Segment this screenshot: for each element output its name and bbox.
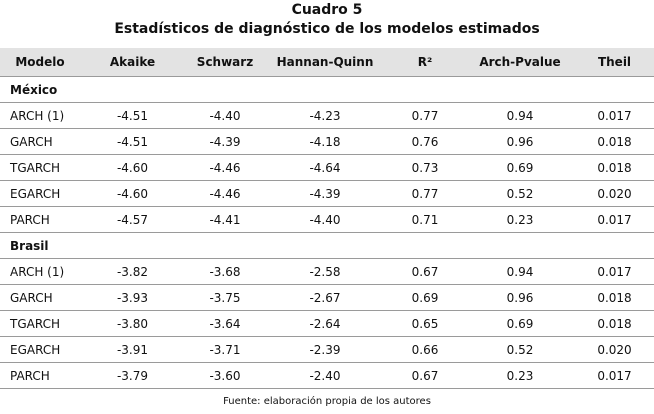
group-label: México	[0, 76, 654, 103]
cell: -4.40	[265, 206, 385, 233]
cell: -2.64	[265, 310, 385, 337]
cell: 0.017	[575, 258, 654, 285]
footnote: Fuente: elaboración propia de los autore…	[223, 396, 431, 407]
table-body: México ARCH (1) -4.51 -4.40 -4.23 0.77 0.94 0.0…	[0, 76, 654, 389]
cell: -4.41	[185, 206, 265, 233]
title: Cuadro 5	[291, 2, 363, 18]
cell: 0.69	[465, 310, 575, 337]
cell: -2.40	[265, 362, 385, 389]
column-header: Theil	[575, 48, 654, 77]
cell: -2.58	[265, 258, 385, 285]
cell: 0.66	[385, 336, 465, 363]
model-name: TGARCH	[0, 154, 80, 181]
column-header: R²	[385, 48, 465, 77]
cell: -4.39	[185, 128, 265, 155]
cell: 0.71	[385, 206, 465, 233]
cell: 0.67	[385, 362, 465, 389]
subtitle: Estadísticos de diagnóstico de los model…	[114, 21, 540, 37]
model-name: EGARCH	[0, 180, 80, 207]
cell: 0.52	[465, 180, 575, 207]
cell: -3.91	[80, 336, 185, 363]
column-header: Akaike	[80, 48, 185, 77]
data-row: TGARCH -3.80 -3.64 -2.64 0.65 0.69 0.018	[0, 310, 654, 337]
cell: -2.39	[265, 336, 385, 363]
model-name: ARCH (1)	[0, 102, 80, 129]
cell: -3.75	[185, 284, 265, 311]
model-name: ARCH (1)	[0, 258, 80, 285]
cell: -4.18	[265, 128, 385, 155]
data-row: ARCH (1) -3.82 -3.68 -2.58 0.67 0.94 0.017	[0, 258, 654, 285]
cell: 0.69	[465, 154, 575, 181]
data-row: GARCH -3.93 -3.75 -2.67 0.69 0.96 0.018	[0, 284, 654, 311]
header-row: Modelo Akaike Schwarz Hannan-Quinn R² Arch-Pv…	[0, 48, 654, 77]
cell: -4.51	[80, 128, 185, 155]
model-name: PARCH	[0, 362, 80, 389]
cell: 0.020	[575, 336, 654, 363]
cell: -4.40	[185, 102, 265, 129]
cell: -4.39	[265, 180, 385, 207]
cell: 0.23	[465, 206, 575, 233]
model-name: GARCH	[0, 284, 80, 311]
table: Modelo Akaike Schwarz Hannan-Quinn R² Arch-Pv…	[0, 48, 654, 389]
cell: 0.73	[385, 154, 465, 181]
data-row: TGARCH -4.60 -4.46 -4.64 0.73 0.69 0.018	[0, 154, 654, 181]
cell: 0.018	[575, 154, 654, 181]
column-header: Arch-Pvalue	[465, 48, 575, 77]
cell: 0.96	[465, 284, 575, 311]
cell: -3.64	[185, 310, 265, 337]
group-row: México	[0, 76, 654, 103]
cell: 0.52	[465, 336, 575, 363]
model-name: PARCH	[0, 206, 80, 233]
column-header: Schwarz	[185, 48, 265, 77]
cell: 0.017	[575, 362, 654, 389]
cell: -4.64	[265, 154, 385, 181]
cell: -4.23	[265, 102, 385, 129]
model-name: TGARCH	[0, 310, 80, 337]
cell: -3.68	[185, 258, 265, 285]
cell: 0.96	[465, 128, 575, 155]
cell: 0.017	[575, 206, 654, 233]
cell: 0.77	[385, 180, 465, 207]
data-row: EGARCH -3.91 -3.71 -2.39 0.66 0.52 0.020	[0, 336, 654, 363]
column-header: Hannan-Quinn	[265, 48, 385, 77]
data-row: GARCH -4.51 -4.39 -4.18 0.76 0.96 0.018	[0, 128, 654, 155]
cell: 0.018	[575, 128, 654, 155]
cell: -3.71	[185, 336, 265, 363]
cell: 0.23	[465, 362, 575, 389]
cell: -3.93	[80, 284, 185, 311]
cell: 0.94	[465, 102, 575, 129]
cell: 0.69	[385, 284, 465, 311]
model-name: GARCH	[0, 128, 80, 155]
cell: -2.67	[265, 284, 385, 311]
cell: -3.82	[80, 258, 185, 285]
cell: -3.80	[80, 310, 185, 337]
cell: -4.51	[80, 102, 185, 129]
data-row: ARCH (1) -4.51 -4.40 -4.23 0.77 0.94 0.017	[0, 102, 654, 129]
cell: -3.79	[80, 362, 185, 389]
data-row: EGARCH -4.60 -4.46 -4.39 0.77 0.52 0.020	[0, 180, 654, 207]
group-row: Brasil	[0, 232, 654, 259]
cell: 0.018	[575, 310, 654, 337]
cell: 0.67	[385, 258, 465, 285]
cell: 0.76	[385, 128, 465, 155]
cell: -4.60	[80, 180, 185, 207]
column-header: Modelo	[0, 48, 80, 77]
cell: -4.46	[185, 154, 265, 181]
cell: 0.017	[575, 102, 654, 129]
cell: -4.57	[80, 206, 185, 233]
cell: 0.020	[575, 180, 654, 207]
cell: -4.46	[185, 180, 265, 207]
data-row: PARCH -3.79 -3.60 -2.40 0.67 0.23 0.017	[0, 362, 654, 389]
cell: 0.65	[385, 310, 465, 337]
cell: -3.60	[185, 362, 265, 389]
model-name: EGARCH	[0, 336, 80, 363]
data-row: PARCH -4.57 -4.41 -4.40 0.71 0.23 0.017	[0, 206, 654, 233]
cell: 0.018	[575, 284, 654, 311]
group-label: Brasil	[0, 232, 654, 259]
cell: 0.94	[465, 258, 575, 285]
cell: -4.60	[80, 154, 185, 181]
cell: 0.77	[385, 102, 465, 129]
